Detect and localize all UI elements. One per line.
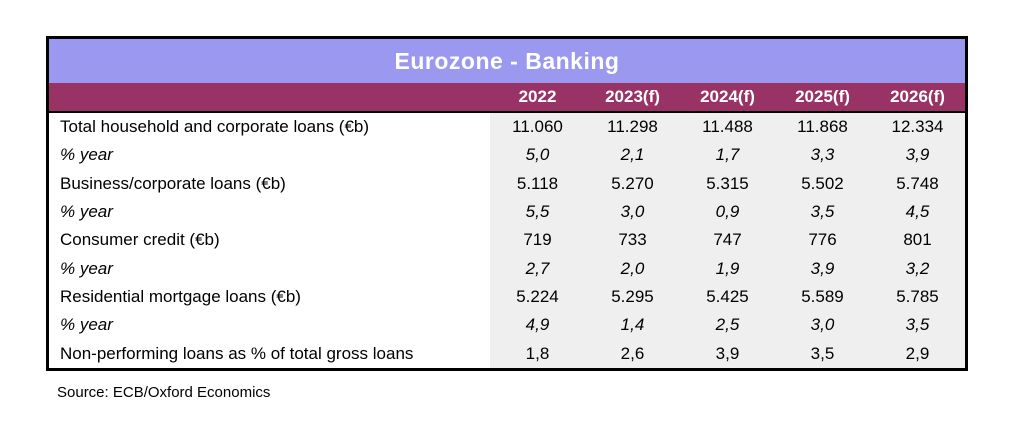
table-row: Non-performing loans as % of total gross… [49,339,965,368]
table-header-row: 2022 2023(f) 2024(f) 2025(f) 2026(f) [49,83,965,113]
cell-value: 747 [680,226,775,255]
cell-value: 2,5 [680,311,775,340]
row-label: Consumer credit (€b) [49,226,490,255]
cell-value: 3,5 [870,311,965,340]
source-note: Source: ECB/Oxford Economics [57,384,271,401]
cell-value: 733 [585,226,680,255]
cell-value: 5.502 [775,169,870,198]
cell-value: 11.298 [585,113,680,142]
row-label: Total household and corporate loans (€b) [49,113,490,142]
cell-value: 5,5 [490,197,585,227]
table-row: Total household and corporate loans (€b)… [49,113,965,142]
cell-value: 3,9 [870,141,965,170]
table-row: % year 5,5 3,0 0,9 3,5 4,5 [49,197,965,227]
cell-value: 776 [775,226,870,255]
row-label: % year [49,311,490,340]
cell-value: 11.060 [490,113,585,142]
table-body: Total household and corporate loans (€b)… [49,113,965,368]
header-col-2025f: 2025(f) [795,87,850,106]
cell-value: 2,9 [870,339,965,368]
header-col-2026f: 2026(f) [890,87,945,106]
cell-value: 5.315 [680,169,775,198]
table-row: Residential mortgage loans (€b) 5.224 5.29… [49,282,965,312]
banking-forecast-table: Eurozone - Banking 2022 2023(f) 2024(f) … [46,36,968,371]
cell-value: 719 [490,226,585,255]
cell-value: 1,9 [680,254,775,283]
table-title: Eurozone - Banking [394,47,620,74]
header-col-2022: 2022 [518,87,557,106]
row-label: Business/corporate loans (€b) [49,169,490,198]
cell-value: 3,9 [680,339,775,368]
row-label: % year [49,141,490,170]
row-label: % year [49,197,490,227]
cell-value: 5.295 [585,282,680,312]
cell-value: 5.785 [870,282,965,312]
cell-value: 2,0 [585,254,680,283]
cell-value: 1,4 [585,311,680,340]
row-label: % year [49,254,490,283]
table-row: Consumer credit (€b) 719 733 747 776 801 [49,226,965,255]
table-row: Business/corporate loans (€b) 5.118 5.270 5… [49,169,965,198]
cell-value: 5.224 [490,282,585,312]
cell-value: 11.488 [680,113,775,142]
cell-value: 3,9 [775,254,870,283]
cell-value: 11.868 [775,113,870,142]
cell-value: 12.334 [870,113,965,142]
cell-value: 5.425 [680,282,775,312]
table-row: % year 4,9 1,4 2,5 3,0 3,5 [49,311,965,340]
row-label: Residential mortgage loans (€b) [49,282,490,312]
row-label: Non-performing loans as % of total gross… [49,339,490,368]
cell-value: 4,5 [870,197,965,227]
cell-value: 1,7 [680,141,775,170]
table-row: % year 2,7 2,0 1,9 3,9 3,2 [49,254,965,283]
cell-value: 5.748 [870,169,965,198]
cell-value: 5.270 [585,169,680,198]
cell-value: 2,7 [490,254,585,283]
cell-value: 2,1 [585,141,680,170]
cell-value: 5,0 [490,141,585,170]
cell-value: 3,3 [775,141,870,170]
cell-value: 2,6 [585,339,680,368]
cell-value: 0,9 [680,197,775,227]
table-title-bar: Eurozone - Banking [49,39,965,83]
cell-value: 801 [870,226,965,255]
cell-value: 3,5 [775,339,870,368]
table-row: % year 5,0 2,1 1,7 3,3 3,9 [49,141,965,170]
header-col-2024f: 2024(f) [700,87,755,106]
cell-value: 1,8 [490,339,585,368]
cell-value: 3,0 [775,311,870,340]
cell-value: 3,5 [775,197,870,227]
cell-value: 4,9 [490,311,585,340]
header-col-2023f: 2023(f) [605,87,660,106]
cell-value: 5.589 [775,282,870,312]
cell-value: 3,0 [585,197,680,227]
cell-value: 5.118 [490,169,585,198]
cell-value: 3,2 [870,254,965,283]
